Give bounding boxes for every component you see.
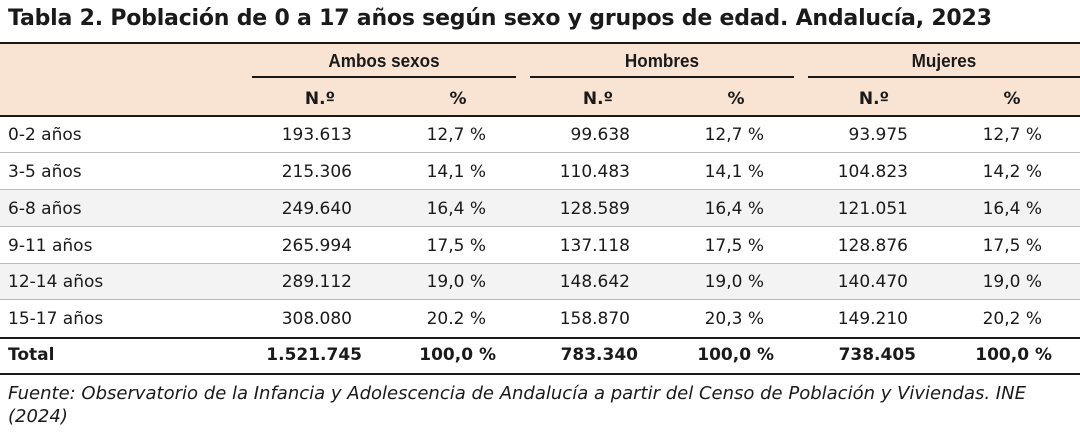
cell-n-hombres: 137.118 — [559, 236, 630, 256]
group-header-hombres: Hombres — [624, 51, 700, 71]
row-divider — [0, 152, 1080, 153]
cell-n-mujeres: 93.975 — [848, 125, 908, 145]
cell-pct-hombres: 14,1 % — [704, 162, 764, 182]
row-label: 12-14 años — [8, 272, 104, 292]
cell-n-hombres: 128.589 — [559, 199, 630, 219]
cell-n-mujeres: 149.210 — [837, 309, 908, 329]
cell-pct-hombres: 20,3 % — [704, 309, 764, 329]
row-divider — [0, 226, 1080, 227]
row-divider — [0, 299, 1080, 300]
subheader-n-ambos: N.º — [304, 89, 336, 109]
total-n-mujeres: 738.405 — [838, 345, 916, 365]
total-n-ambos: 1.521.745 — [266, 345, 362, 365]
cell-n-mujeres: 128.876 — [837, 236, 908, 256]
source-note: Fuente: Observatorio de la Infancia y Ad… — [8, 383, 1026, 427]
subheader-pct-mujeres: % — [1003, 89, 1021, 109]
row-divider — [0, 263, 1080, 264]
cell-pct-hombres: 12,7 % — [704, 125, 764, 145]
total-pct-ambos: 100,0 % — [419, 345, 496, 365]
group-rule-hombres — [530, 76, 794, 78]
row-bg — [0, 264, 1080, 300]
cell-pct-mujeres: 19,0 % — [982, 272, 1042, 292]
cell-n-ambos: 265.994 — [281, 236, 352, 256]
cell-n-ambos: 249.640 — [281, 199, 352, 219]
cell-pct-ambos: 19,0 % — [426, 272, 486, 292]
group-rule-ambos — [252, 76, 516, 78]
cell-pct-ambos: 20.2 % — [426, 309, 486, 329]
cell-n-mujeres: 140.470 — [837, 272, 908, 292]
cell-pct-ambos: 16,4 % — [426, 199, 486, 219]
cell-n-ambos: 289.112 — [281, 272, 352, 292]
cell-pct-mujeres: 16,4 % — [982, 199, 1042, 219]
subheader-pct-ambos: % — [449, 89, 467, 109]
group-header-ambos: Ambos sexos — [328, 51, 440, 71]
cell-n-ambos: 308.080 — [281, 309, 352, 329]
header-bottom-rule — [0, 115, 1080, 117]
cell-pct-mujeres: 17,5 % — [982, 236, 1042, 256]
cell-pct-mujeres: 14,2 % — [982, 162, 1042, 182]
cell-pct-hombres: 16,4 % — [704, 199, 764, 219]
cell-pct-ambos: 14,1 % — [426, 162, 486, 182]
cell-pct-hombres: 17,5 % — [704, 236, 764, 256]
header-band — [0, 44, 1080, 116]
cell-n-hombres: 110.483 — [559, 162, 630, 182]
row-label: 0-2 años — [8, 125, 82, 145]
subheader-n-mujeres: N.º — [858, 89, 890, 109]
row-bg — [0, 190, 1080, 227]
total-n-hombres: 783.340 — [560, 345, 638, 365]
row-label: 6-8 años — [8, 199, 82, 219]
cell-n-mujeres: 104.823 — [837, 162, 908, 182]
cell-pct-ambos: 12,7 % — [426, 125, 486, 145]
cell-pct-mujeres: 12,7 % — [982, 125, 1042, 145]
cell-n-hombres: 99.638 — [570, 125, 630, 145]
total-pct-mujeres: 100,0 % — [975, 345, 1052, 365]
row-divider — [0, 189, 1080, 190]
cell-n-hombres: 148.642 — [559, 272, 630, 292]
cell-n-ambos: 215.306 — [281, 162, 352, 182]
subheader-n-hombres: N.º — [582, 89, 614, 109]
table-title: Tabla 2. Población de 0 a 17 años según … — [8, 6, 992, 31]
cell-n-mujeres: 121.051 — [837, 199, 908, 219]
total-pct-hombres: 100,0 % — [697, 345, 774, 365]
total-bottom-rule — [0, 373, 1080, 375]
group-rule-mujeres — [808, 76, 1080, 78]
cell-n-ambos: 193.613 — [281, 125, 352, 145]
row-label: 15-17 años — [8, 309, 104, 329]
cell-pct-ambos: 17,5 % — [426, 236, 486, 256]
title-bar: Tabla 2. Población de 0 a 17 años según … — [0, 0, 1080, 44]
total-label: Total — [8, 345, 55, 365]
cell-pct-mujeres: 20,2 % — [982, 309, 1042, 329]
total-top-rule — [0, 337, 1080, 339]
row-label: 3-5 años — [8, 162, 82, 182]
group-header-mujeres: Mujeres — [911, 51, 977, 71]
row-label: 9-11 años — [8, 236, 93, 256]
subheader-pct-hombres: % — [727, 89, 745, 109]
cell-n-hombres: 158.870 — [559, 309, 630, 329]
cell-pct-hombres: 19,0 % — [704, 272, 764, 292]
